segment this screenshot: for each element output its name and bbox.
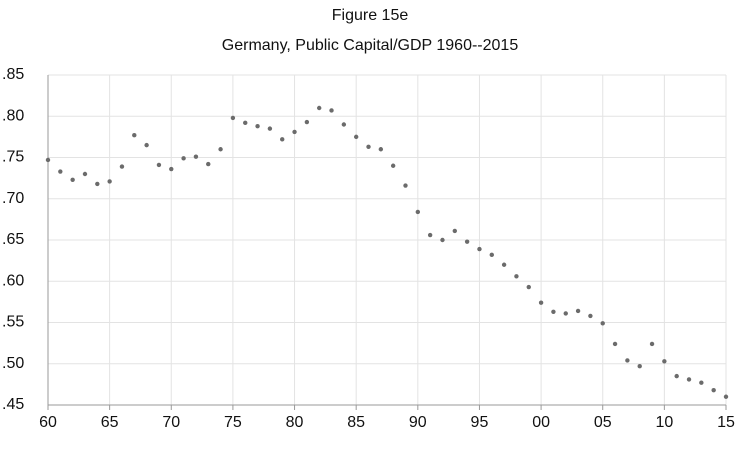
data-point bbox=[649, 341, 655, 347]
data-point bbox=[501, 262, 507, 267]
data-point bbox=[711, 387, 716, 393]
data-point bbox=[70, 177, 75, 182]
data-point bbox=[45, 157, 51, 163]
data-point bbox=[243, 120, 248, 126]
data-point bbox=[551, 309, 556, 314]
data-point bbox=[538, 300, 544, 305]
data-point bbox=[144, 142, 149, 148]
data-point bbox=[489, 252, 494, 258]
data-point bbox=[625, 358, 630, 363]
data-point bbox=[477, 246, 482, 252]
y-tick-label: .45 bbox=[2, 396, 24, 413]
data-point bbox=[218, 147, 223, 152]
x-tick-label: 80 bbox=[286, 414, 304, 431]
data-point bbox=[575, 308, 581, 314]
y-tick-label: .55 bbox=[2, 314, 24, 331]
data-point bbox=[612, 341, 618, 347]
data-point bbox=[353, 134, 359, 140]
data-point bbox=[267, 126, 273, 131]
y-tick-label: .80 bbox=[2, 107, 24, 124]
data-point bbox=[193, 154, 199, 159]
data-point bbox=[390, 163, 396, 168]
data-point bbox=[427, 232, 433, 238]
data-point bbox=[452, 228, 457, 234]
data-point bbox=[304, 119, 310, 125]
x-tick-label: 60 bbox=[39, 414, 57, 431]
y-tick-label: .75 bbox=[2, 149, 24, 166]
data-point bbox=[378, 147, 384, 152]
data-point bbox=[366, 144, 371, 149]
x-tick-label: 15 bbox=[717, 414, 735, 431]
data-point bbox=[329, 108, 334, 113]
y-tick-label: .85 bbox=[2, 66, 24, 83]
data-point bbox=[699, 380, 704, 385]
data-point bbox=[82, 171, 88, 177]
data-point bbox=[723, 394, 729, 399]
data-point bbox=[58, 169, 63, 174]
data-point bbox=[119, 164, 125, 169]
data-point bbox=[132, 133, 137, 138]
y-tick-label: .65 bbox=[2, 231, 24, 248]
x-tick-label: 10 bbox=[655, 414, 673, 431]
x-tick-label: 95 bbox=[471, 414, 489, 431]
data-point bbox=[156, 162, 162, 168]
data-point bbox=[280, 137, 285, 142]
data-point bbox=[292, 129, 297, 135]
data-point bbox=[686, 377, 692, 382]
data-point bbox=[230, 115, 236, 121]
data-point bbox=[181, 156, 186, 161]
data-point bbox=[317, 105, 322, 111]
data-point bbox=[440, 237, 445, 243]
data-point bbox=[674, 373, 679, 379]
data-point bbox=[514, 274, 519, 279]
data-point bbox=[588, 313, 593, 319]
x-tick-label: 90 bbox=[409, 414, 427, 431]
data-point bbox=[662, 359, 667, 364]
data-point bbox=[464, 239, 470, 244]
data-point bbox=[600, 321, 605, 326]
data-point bbox=[637, 364, 642, 369]
x-tick-label: 65 bbox=[101, 414, 119, 431]
data-point bbox=[526, 284, 531, 290]
chart-title: Figure 15e bbox=[332, 7, 409, 24]
data-point bbox=[563, 311, 568, 316]
chart-subtitle: Germany, Public Capital/GDP 1960--2015 bbox=[222, 37, 519, 54]
y-tick-label: .70 bbox=[2, 190, 24, 207]
x-tick-label: 05 bbox=[594, 414, 612, 431]
data-point bbox=[341, 122, 347, 127]
y-tick-label: .50 bbox=[2, 355, 24, 372]
x-tick-label: 75 bbox=[224, 414, 242, 431]
y-tick-label: .60 bbox=[2, 272, 24, 289]
x-tick-label: 00 bbox=[532, 414, 550, 431]
data-point bbox=[206, 161, 211, 167]
data-point bbox=[255, 123, 260, 129]
data-point bbox=[415, 209, 421, 215]
x-tick-label: 70 bbox=[162, 414, 180, 431]
x-tick-label: 85 bbox=[347, 414, 365, 431]
data-point bbox=[169, 166, 174, 172]
data-point bbox=[403, 183, 408, 188]
data-point bbox=[107, 179, 112, 184]
data-point bbox=[95, 181, 100, 187]
